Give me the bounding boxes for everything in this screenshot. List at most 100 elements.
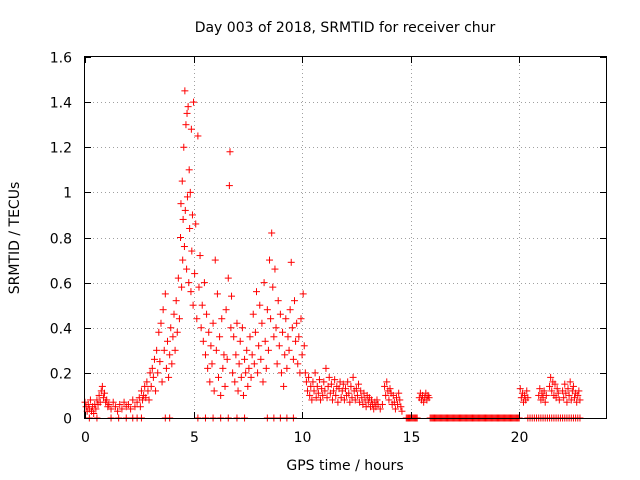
- data-point: [220, 351, 228, 359]
- data-point: [340, 396, 348, 404]
- data-point: [92, 405, 100, 413]
- data-point: [319, 391, 327, 399]
- data-point: [133, 398, 141, 406]
- data-point: [564, 385, 572, 393]
- data-point: [244, 382, 252, 390]
- data-point: [217, 391, 225, 399]
- data-point: [189, 301, 197, 309]
- data-point: [378, 400, 386, 408]
- data-point: [524, 394, 532, 402]
- data-point: [270, 333, 278, 341]
- y-tick-label: 0: [63, 412, 72, 428]
- data-point: [381, 382, 389, 390]
- data-point: [98, 382, 106, 390]
- data-point: [187, 288, 195, 296]
- data-point: [90, 409, 98, 417]
- data-point: [103, 396, 111, 404]
- y-tick-label: 0.8: [50, 232, 72, 248]
- data-point: [331, 376, 339, 384]
- data-point: [232, 351, 240, 359]
- data-point: [285, 346, 293, 354]
- y-tick-label: 1.4: [50, 96, 72, 112]
- data-point: [227, 324, 235, 332]
- data-point: [141, 382, 149, 390]
- data-point: [215, 373, 223, 381]
- data-point: [95, 391, 103, 399]
- data-point: [282, 315, 290, 323]
- data-point: [560, 394, 568, 402]
- data-point: [382, 391, 390, 399]
- data-point: [160, 346, 168, 354]
- data-point: [195, 283, 203, 291]
- data-point: [168, 360, 176, 368]
- y-tick-label: 0.2: [50, 367, 72, 383]
- x-tick-label: 10: [294, 430, 312, 446]
- data-point: [327, 380, 335, 388]
- data-point: [153, 346, 161, 354]
- data-point: [211, 256, 219, 264]
- data-point: [561, 380, 569, 388]
- data-point: [193, 315, 201, 323]
- data-point: [180, 243, 188, 251]
- data-point: [386, 385, 394, 393]
- data-point: [179, 256, 187, 264]
- data-point: [186, 224, 194, 232]
- x-tick-label: 5: [190, 430, 199, 446]
- data-point: [553, 385, 561, 393]
- data-point: [281, 351, 289, 359]
- data-point: [212, 346, 220, 354]
- data-point: [293, 319, 301, 327]
- data-point: [159, 306, 167, 314]
- data-point: [345, 389, 353, 397]
- data-point: [575, 387, 583, 395]
- data-point: [269, 283, 277, 291]
- data-point: [274, 297, 282, 305]
- data-point: [290, 297, 298, 305]
- data-point: [157, 319, 165, 327]
- data-point: [204, 364, 212, 372]
- data-point: [523, 387, 531, 395]
- data-point: [247, 373, 255, 381]
- data-point: [258, 319, 266, 327]
- data-point: [163, 337, 171, 345]
- data-point: [277, 369, 285, 377]
- data-point: [541, 398, 549, 406]
- data-point: [161, 290, 169, 298]
- data-point: [171, 346, 179, 354]
- data-point: [308, 396, 316, 404]
- data-point: [238, 324, 246, 332]
- plot-frame: [84, 56, 607, 419]
- data-point: [332, 391, 340, 399]
- data-point: [224, 274, 232, 282]
- data-point: [223, 355, 231, 363]
- data-point: [199, 337, 207, 345]
- data-point: [120, 398, 128, 406]
- data-point: [322, 364, 330, 372]
- data-point: [188, 247, 196, 255]
- data-point: [328, 396, 336, 404]
- data-point: [127, 405, 135, 413]
- data-point: [255, 342, 263, 350]
- data-point: [320, 378, 328, 386]
- data-points: [81, 87, 584, 422]
- data-point: [124, 400, 132, 408]
- data-point: [197, 324, 205, 332]
- data-point: [330, 387, 338, 395]
- data-point: [221, 382, 229, 390]
- data-point: [376, 405, 384, 413]
- data-point: [150, 355, 158, 363]
- data-point: [200, 279, 208, 287]
- data-point: [355, 380, 363, 388]
- data-point: [305, 373, 313, 381]
- data-point: [297, 315, 305, 323]
- axis-ticks: [85, 57, 606, 419]
- y-tick-label: 1.6: [50, 51, 72, 67]
- data-point: [425, 394, 433, 402]
- data-point: [542, 391, 550, 399]
- data-point: [268, 229, 276, 237]
- data-point: [352, 385, 360, 393]
- y-tick-label: 0.4: [50, 322, 72, 338]
- data-point: [263, 306, 271, 314]
- data-point: [551, 380, 559, 388]
- data-point: [229, 369, 237, 377]
